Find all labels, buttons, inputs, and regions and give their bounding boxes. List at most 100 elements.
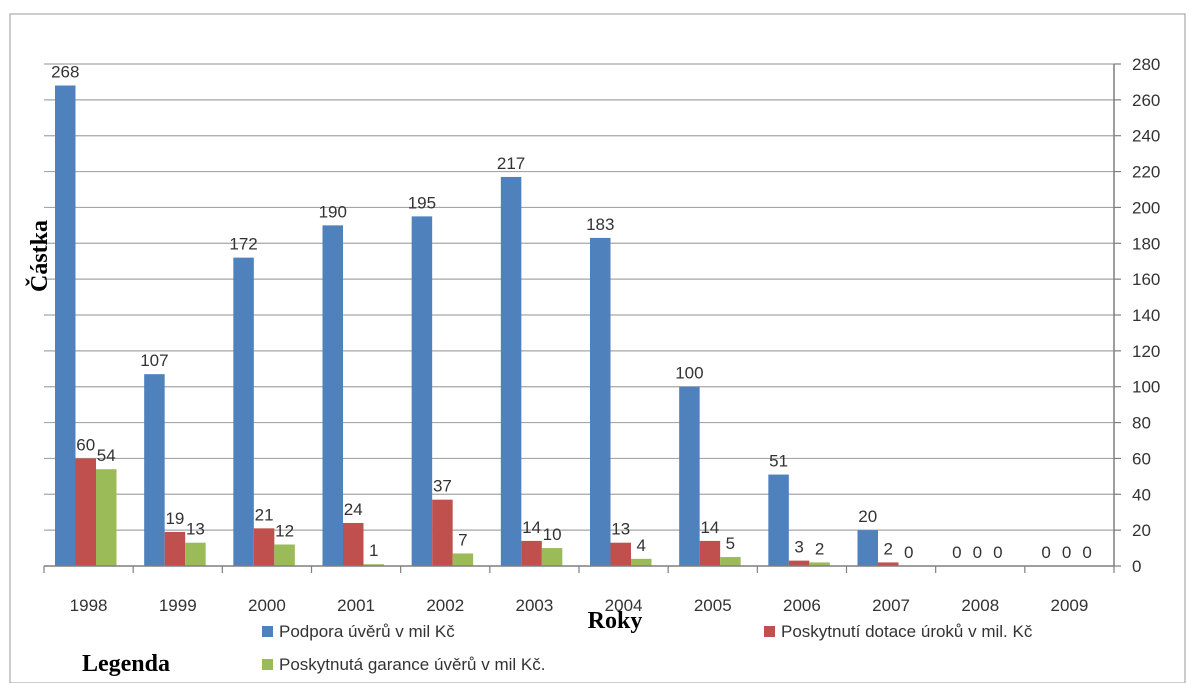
x-tick-label: 2008: [961, 596, 999, 615]
bar-series-2: [699, 540, 721, 566]
bar-series-3: [720, 557, 741, 566]
y-tick-label: 20: [1132, 521, 1151, 540]
data-label: 195: [408, 193, 436, 212]
bar-series-2: [75, 458, 96, 566]
x-tick-label: 2006: [783, 596, 821, 615]
data-label: 268: [51, 63, 79, 82]
bar-series-1: [590, 237, 611, 566]
data-label: 10: [543, 525, 562, 544]
bar-series-3: [452, 553, 474, 566]
legend-swatch-dotace: [764, 626, 775, 637]
data-label: 19: [165, 509, 184, 528]
data-label: 51: [769, 452, 788, 471]
data-label: 20: [858, 507, 877, 526]
bar-series-2: [253, 528, 275, 566]
bar-series-1: [679, 386, 700, 566]
bar-series-3: [185, 542, 206, 566]
bar-series-1: [55, 85, 76, 566]
y-tick-label: 180: [1132, 234, 1160, 253]
y-tick-label: 120: [1132, 342, 1160, 361]
bar-series-2: [788, 560, 810, 566]
x-tick-label: 2005: [694, 596, 732, 615]
bar-series-3: [631, 558, 652, 566]
data-label: 0: [952, 543, 961, 562]
data-label: 5: [726, 534, 735, 553]
y-tick-label: 80: [1132, 414, 1151, 433]
bar-series-1: [322, 225, 343, 566]
y-tick-label: 160: [1132, 270, 1160, 289]
legend-label-garance: Poskytnutá garance úvěrů v mil Kč.: [279, 655, 545, 674]
y-tick-label: 40: [1132, 485, 1151, 504]
y-tick-label: 200: [1132, 198, 1160, 217]
data-label: 24: [344, 500, 363, 519]
data-label: 14: [522, 518, 541, 537]
x-axis-title: Roky: [588, 608, 643, 634]
x-tick-label: 2009: [1051, 596, 1089, 615]
y-axis-title: Částka: [26, 220, 53, 292]
bar-series-1: [411, 216, 433, 566]
data-label: 0: [973, 543, 982, 562]
x-tick-label: 2002: [426, 596, 464, 615]
data-label: 2: [815, 539, 824, 558]
data-label: 3: [794, 538, 803, 557]
data-label: 0: [1062, 543, 1071, 562]
bar-series-1: [500, 176, 522, 566]
bar-series-3: [274, 544, 295, 566]
bar-series-2: [610, 542, 631, 566]
bar-series-1: [233, 257, 254, 566]
x-tick-label: 2003: [516, 596, 554, 615]
y-tick-label: 280: [1132, 55, 1160, 74]
y-tick-label: 260: [1132, 91, 1160, 110]
y-tick-label: 100: [1132, 378, 1160, 397]
data-label: 21: [255, 505, 274, 524]
x-tick-label: 1999: [159, 596, 197, 615]
bar-series-2: [164, 531, 186, 566]
data-label: 13: [186, 520, 205, 539]
y-tick-label: 60: [1132, 449, 1151, 468]
data-label: 217: [497, 154, 525, 173]
x-tick-label: 2001: [337, 596, 375, 615]
data-label: 14: [700, 518, 719, 537]
bar-series-2: [878, 562, 899, 566]
data-label: 54: [97, 446, 116, 465]
axes: [43, 63, 1121, 573]
bar-series-3: [363, 564, 384, 566]
data-label: 4: [637, 536, 646, 555]
data-label: 183: [586, 215, 614, 234]
legend-label-podpora: Podpora úvěrů v mil Kč: [279, 622, 455, 641]
data-label: 0: [1041, 543, 1050, 562]
bars: [55, 85, 899, 566]
y-tick-label: 220: [1132, 163, 1160, 182]
data-label: 12: [275, 521, 294, 540]
data-label: 2: [884, 539, 893, 558]
legend-label-dotace: Poskytnutí dotace úroků v mil. Kč: [781, 622, 1033, 641]
data-label: 190: [319, 202, 347, 221]
bar-series-3: [809, 562, 830, 566]
legend: Podpora úvěrů v mil Kč Poskytnutí dotace…: [262, 622, 1033, 674]
legend-swatch-podpora: [262, 626, 273, 637]
bar-series-2: [432, 499, 453, 566]
data-label: 7: [458, 530, 467, 549]
bar-series-3: [541, 548, 563, 566]
bar-series-2: [521, 540, 542, 566]
data-label: 172: [229, 235, 257, 254]
data-label: 13: [611, 520, 630, 539]
data-label: 1: [369, 541, 378, 560]
gridlines: [44, 63, 1114, 531]
y-tick-label: 140: [1132, 306, 1160, 325]
legend-title: Legenda: [82, 651, 170, 677]
data-label: 60: [76, 435, 95, 454]
x-tick-label: 2004: [605, 596, 643, 615]
data-label: 0: [904, 543, 913, 562]
y-tick-label: 0: [1132, 557, 1141, 576]
x-tick-label: 1998: [70, 596, 108, 615]
bar-series-1: [144, 374, 165, 566]
y-tick-labels: 0 20 40 60 80 100 120 140 160 180 200 220 240 260 280: [1132, 55, 1160, 576]
bar-series-2: [343, 522, 364, 566]
data-label: 100: [675, 364, 703, 383]
x-tick-label: 2007: [872, 596, 910, 615]
y-tick-label: 240: [1132, 127, 1160, 146]
legend-swatch-garance: [262, 659, 273, 670]
